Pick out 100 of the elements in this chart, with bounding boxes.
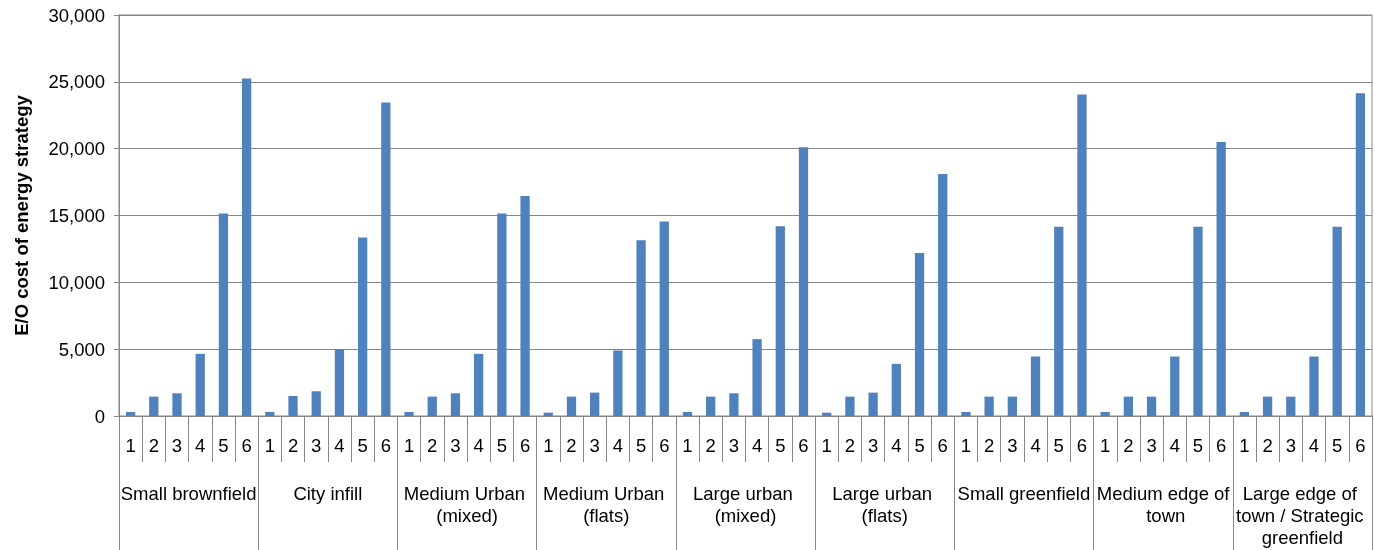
x-tick-label: 6 bbox=[1355, 435, 1366, 456]
text: Large edge of town / Strategic greenfield bbox=[1236, 482, 1369, 548]
x-tick-label: 4 bbox=[891, 435, 902, 456]
bar bbox=[868, 392, 878, 416]
x-tick-label: 1 bbox=[1239, 435, 1250, 456]
bar bbox=[566, 396, 577, 416]
x-tick-label: 5 bbox=[1053, 435, 1064, 456]
bar bbox=[474, 353, 484, 416]
bar bbox=[1355, 93, 1366, 416]
y-axis-title: E/O cost of energy strategy bbox=[11, 94, 32, 336]
text: Medium edge of town bbox=[1096, 482, 1231, 526]
x-tick-label: 3 bbox=[311, 435, 322, 456]
bar bbox=[381, 102, 391, 416]
x-tick-label: 5 bbox=[218, 435, 229, 456]
bar bbox=[241, 78, 252, 416]
bar bbox=[1123, 396, 1133, 416]
x-tick-label: 1 bbox=[682, 435, 693, 456]
x-tick-label: 6 bbox=[1076, 435, 1088, 456]
bar bbox=[520, 196, 530, 416]
y-tick-label: 5,000 bbox=[58, 338, 105, 360]
bar bbox=[1170, 356, 1180, 416]
bar bbox=[1216, 141, 1226, 416]
bar bbox=[125, 411, 136, 416]
x-tick-label: 1 bbox=[543, 435, 554, 456]
bar bbox=[659, 221, 669, 416]
bar bbox=[497, 213, 507, 416]
x-tick-label: 1 bbox=[1100, 435, 1111, 456]
y-tick-label: 25,000 bbox=[48, 71, 105, 93]
x-tick-label: 4 bbox=[195, 435, 206, 456]
x-tick-label: 1 bbox=[960, 435, 972, 456]
bar bbox=[914, 252, 925, 416]
bar bbox=[636, 240, 646, 416]
bar bbox=[172, 393, 182, 416]
bar bbox=[752, 339, 762, 416]
x-tick-label: 3 bbox=[728, 435, 740, 456]
text: City infill bbox=[293, 482, 363, 504]
bar bbox=[149, 396, 159, 416]
bar bbox=[590, 392, 600, 416]
bar bbox=[450, 393, 461, 416]
bar bbox=[404, 411, 414, 416]
bar bbox=[775, 226, 785, 416]
x-tick-label: 3 bbox=[1285, 435, 1296, 456]
x-tick-label: 6 bbox=[659, 435, 670, 456]
bar bbox=[1100, 411, 1110, 416]
text: Medium Urban (flats) bbox=[543, 482, 670, 526]
x-tick-label: 2 bbox=[1262, 435, 1273, 456]
x-tick-label: 3 bbox=[867, 435, 879, 456]
x-tick-label: 6 bbox=[519, 435, 531, 456]
text: Small greenfield bbox=[957, 482, 1091, 504]
x-tick-label: 4 bbox=[1308, 435, 1320, 456]
bar bbox=[1077, 94, 1087, 416]
x-tick-label: 2 bbox=[427, 435, 438, 456]
x-tick-label: 5 bbox=[775, 435, 786, 456]
bar bbox=[1286, 396, 1296, 416]
bar bbox=[938, 174, 948, 416]
y-tick-label: 30,000 bbox=[48, 4, 105, 26]
x-tick-label: 4 bbox=[612, 435, 624, 456]
x-tick-label: 2 bbox=[287, 435, 299, 456]
x-tick-label: 3 bbox=[1007, 435, 1018, 456]
x-tick-label: 5 bbox=[496, 435, 508, 456]
bar bbox=[845, 396, 855, 416]
x-tick-label: 2 bbox=[844, 435, 856, 456]
x-tick-label: 2 bbox=[983, 435, 995, 456]
bar bbox=[358, 237, 368, 416]
bar bbox=[218, 213, 229, 416]
x-tick-label: 4 bbox=[1169, 435, 1180, 456]
text: Large urban (flats) bbox=[832, 482, 938, 526]
bar bbox=[613, 350, 623, 416]
bar bbox=[1239, 411, 1250, 416]
bar bbox=[1309, 356, 1319, 416]
bar bbox=[427, 396, 437, 416]
bar bbox=[1193, 226, 1203, 416]
x-tick-label: 4 bbox=[751, 435, 763, 456]
x-tick-label: 5 bbox=[635, 435, 647, 456]
x-tick-label: 2 bbox=[705, 435, 716, 456]
y-tick-label: 15,000 bbox=[48, 205, 105, 226]
bar bbox=[682, 411, 693, 416]
x-tick-label: 2 bbox=[1123, 435, 1134, 456]
x-tick-label: 6 bbox=[241, 435, 252, 456]
x-tick-label: 1 bbox=[403, 435, 415, 456]
x-tick-label: 4 bbox=[473, 435, 484, 456]
bar bbox=[1054, 226, 1064, 416]
y-tick-label: 0 bbox=[94, 405, 105, 427]
bar bbox=[334, 349, 345, 416]
bar bbox=[729, 393, 739, 416]
x-tick-label: 1 bbox=[821, 435, 832, 456]
bar bbox=[1262, 396, 1273, 416]
text: Large urban (mixed) bbox=[693, 482, 798, 526]
bar bbox=[798, 147, 809, 416]
text: Medium Urban (mixed) bbox=[403, 482, 531, 526]
bar bbox=[195, 353, 205, 416]
x-tick-label: 5 bbox=[357, 435, 368, 456]
x-tick-label: 1 bbox=[125, 435, 136, 456]
x-tick-label: 6 bbox=[798, 435, 809, 456]
text: Small brownfield bbox=[120, 482, 257, 504]
y-tick-label: 20,000 bbox=[48, 138, 105, 160]
bar bbox=[1332, 226, 1342, 416]
x-tick-label: 3 bbox=[589, 435, 600, 456]
x-tick-label: 6 bbox=[380, 435, 391, 456]
bar bbox=[311, 391, 321, 416]
